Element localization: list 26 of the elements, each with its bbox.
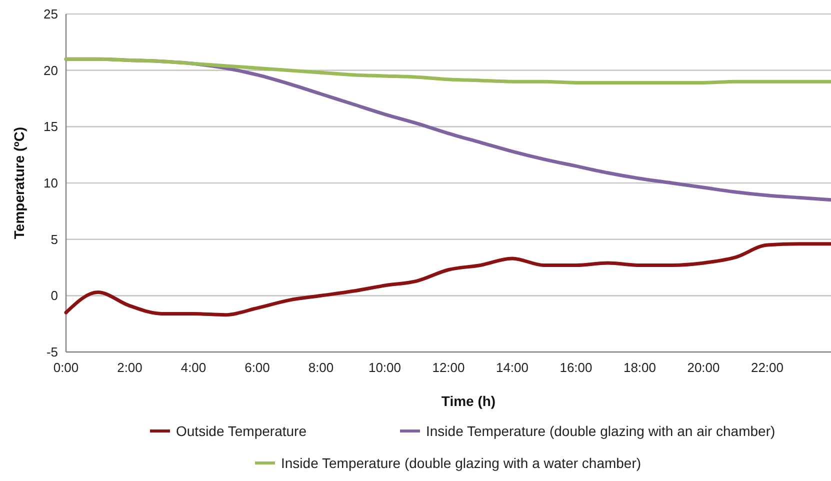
legend-label: Outside Temperature [176, 423, 307, 439]
y-tick-label: 0 [50, 288, 58, 304]
legend-label: Inside Temperature (double glazing with an air chamber) [426, 423, 776, 439]
line-series [64, 57, 831, 84]
y-tick-label: 5 [50, 232, 58, 247]
x-tick-label: 6:00 [244, 360, 270, 375]
y-tick-label: 20 [44, 62, 58, 78]
y-tick-label: -5 [46, 344, 58, 360]
x-tick-label: 4:00 [180, 360, 206, 375]
y-tick-label: 10 [44, 176, 58, 191]
x-tick-label: 8:00 [308, 360, 334, 375]
y-tick-label: 15 [44, 119, 58, 134]
y-axis-title: Temperature (ºC) [11, 126, 27, 240]
x-tick-label: 16:00 [560, 360, 592, 375]
x-tick-label: 20:00 [687, 360, 720, 375]
x-axis-title: Time (h) [441, 393, 496, 409]
line-series [64, 242, 831, 317]
legend-label: Inside Temperature (double glazing with a water chamber) [281, 455, 642, 471]
x-tick-label: 12:00 [432, 360, 465, 375]
x-tick-label: 2:00 [117, 360, 142, 375]
x-tick-label: 14:00 [496, 360, 529, 375]
x-tick-label: 18:00 [623, 360, 656, 375]
x-tick-label: 10:00 [368, 360, 402, 375]
y-tick-label: 25 [44, 6, 58, 22]
x-tick-label: 0:00 [53, 360, 79, 375]
x-tick-label: 22:00 [750, 360, 784, 375]
